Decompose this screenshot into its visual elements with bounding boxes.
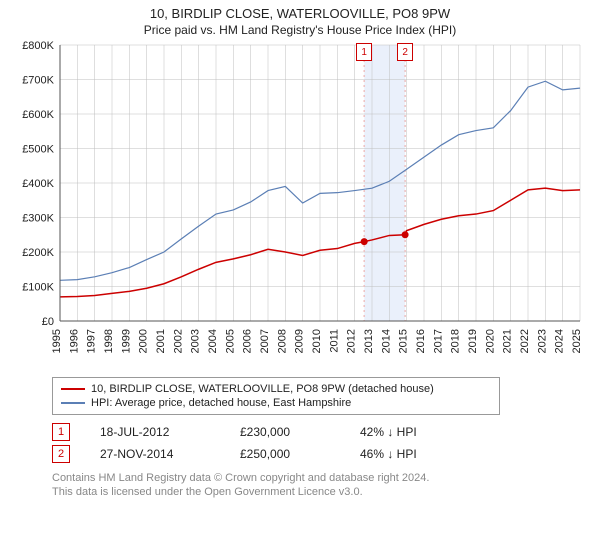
- sale-marker-tag: 1: [356, 43, 372, 61]
- svg-text:£300K: £300K: [22, 213, 54, 225]
- svg-text:2013: 2013: [363, 329, 375, 353]
- svg-text:2015: 2015: [398, 329, 410, 353]
- sales-table: 1 18-JUL-2012 £230,000 42% ↓ HPI 2 27-NOV-201…: [52, 421, 588, 465]
- line-chart: £0 £100K £200K £300K £400K £500K £600K £700K £80…: [12, 41, 588, 371]
- svg-text:2018: 2018: [450, 329, 462, 353]
- svg-text:£400K: £400K: [22, 178, 54, 190]
- legend-swatch: [61, 402, 85, 404]
- svg-text:2022: 2022: [519, 329, 531, 353]
- sale-tag: 1: [52, 423, 70, 441]
- svg-text:2010: 2010: [311, 329, 323, 353]
- svg-text:2005: 2005: [224, 329, 236, 353]
- svg-text:2009: 2009: [294, 329, 306, 353]
- svg-text:2014: 2014: [380, 329, 392, 353]
- svg-text:2023: 2023: [536, 329, 548, 353]
- chart-subtitle: Price paid vs. HM Land Registry's House …: [12, 23, 588, 37]
- sale-price: £250,000: [240, 447, 330, 461]
- svg-text:2004: 2004: [207, 329, 219, 353]
- legend-item: 10, BIRDLIP CLOSE, WATERLOOVILLE, PO8 9P…: [61, 382, 491, 396]
- sale-delta: 42% ↓ HPI: [360, 425, 417, 439]
- svg-text:£100K: £100K: [22, 282, 54, 294]
- svg-text:2012: 2012: [346, 329, 358, 353]
- svg-text:1996: 1996: [68, 329, 80, 353]
- svg-text:2006: 2006: [242, 329, 254, 353]
- legend-item: HPI: Average price, detached house, East…: [61, 396, 491, 410]
- svg-text:2003: 2003: [190, 329, 202, 353]
- svg-text:2024: 2024: [554, 329, 566, 353]
- svg-text:£200K: £200K: [22, 247, 54, 259]
- sale-marker-tag: 2: [397, 43, 413, 61]
- svg-text:2019: 2019: [467, 329, 479, 353]
- svg-text:2008: 2008: [276, 329, 288, 353]
- footer-line-1: Contains HM Land Registry data © Crown c…: [52, 471, 588, 485]
- svg-text:2001: 2001: [155, 329, 167, 353]
- legend-label: 10, BIRDLIP CLOSE, WATERLOOVILLE, PO8 9P…: [91, 383, 434, 395]
- footer-line-2: This data is licensed under the Open Gov…: [52, 485, 588, 499]
- svg-text:2020: 2020: [484, 329, 496, 353]
- svg-text:2007: 2007: [259, 329, 271, 353]
- sale-date: 27-NOV-2014: [100, 447, 210, 461]
- svg-text:£700K: £700K: [22, 75, 54, 87]
- svg-text:£500K: £500K: [22, 144, 54, 156]
- legend: 10, BIRDLIP CLOSE, WATERLOOVILLE, PO8 9P…: [52, 377, 500, 415]
- svg-text:1998: 1998: [103, 329, 115, 353]
- svg-text:2000: 2000: [138, 329, 150, 353]
- footer-text: Contains HM Land Registry data © Crown c…: [52, 471, 588, 500]
- legend-swatch: [61, 388, 85, 390]
- svg-text:£0: £0: [42, 316, 54, 328]
- sale-row: 2 27-NOV-2014 £250,000 46% ↓ HPI: [52, 443, 588, 465]
- svg-text:£800K: £800K: [22, 41, 54, 52]
- sale-delta: 46% ↓ HPI: [360, 447, 417, 461]
- svg-text:2021: 2021: [502, 329, 514, 353]
- sale-tag: 2: [52, 445, 70, 463]
- svg-text:£600K: £600K: [22, 109, 54, 121]
- svg-text:2002: 2002: [172, 329, 184, 353]
- sale-row: 1 18-JUL-2012 £230,000 42% ↓ HPI: [52, 421, 588, 443]
- sale-date: 18-JUL-2012: [100, 425, 210, 439]
- chart-title: 10, BIRDLIP CLOSE, WATERLOOVILLE, PO8 9P…: [12, 6, 588, 21]
- svg-text:2017: 2017: [432, 329, 444, 353]
- sale-price: £230,000: [240, 425, 330, 439]
- svg-text:1999: 1999: [120, 329, 132, 353]
- svg-text:2016: 2016: [415, 329, 427, 353]
- svg-text:1997: 1997: [86, 329, 98, 353]
- legend-label: HPI: Average price, detached house, East…: [91, 397, 351, 409]
- svg-text:1995: 1995: [51, 329, 63, 353]
- svg-text:2025: 2025: [571, 329, 583, 353]
- svg-text:2011: 2011: [328, 329, 340, 353]
